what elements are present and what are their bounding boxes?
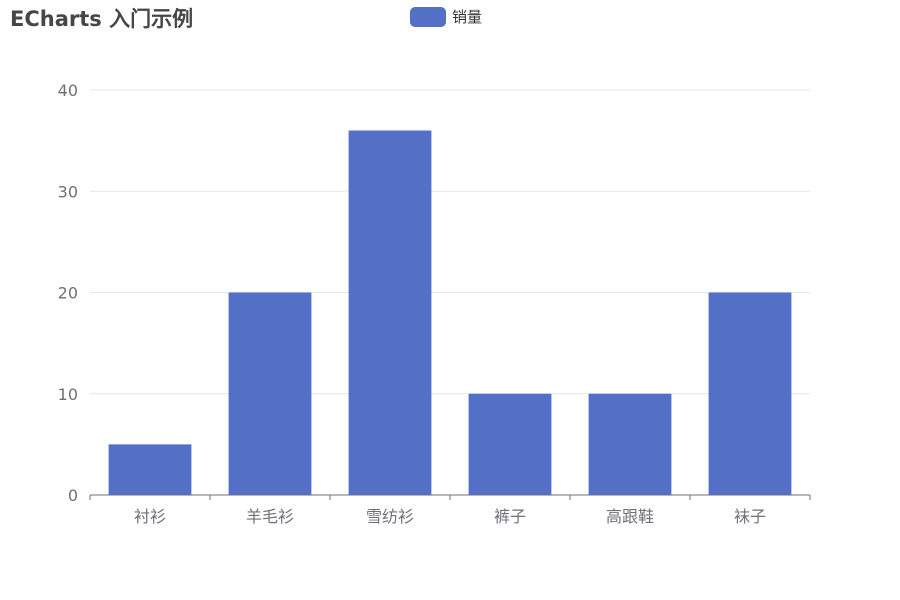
bar[interactable] bbox=[228, 292, 312, 496]
x-tick-label: 袜子 bbox=[734, 507, 766, 526]
legend-item-sales[interactable]: 销量 bbox=[410, 6, 482, 27]
y-tick-label: 40 bbox=[58, 81, 78, 100]
y-tick-label: 10 bbox=[58, 385, 78, 404]
grid-lines bbox=[90, 89, 810, 395]
legend-label: 销量 bbox=[452, 8, 483, 26]
x-axis bbox=[89, 494, 811, 500]
x-tick-label: 裤子 bbox=[494, 507, 526, 526]
bars bbox=[108, 130, 792, 496]
x-tick-label: 衬衫 bbox=[134, 507, 166, 526]
y-tick-label: 30 bbox=[58, 182, 78, 201]
chart-title: ECharts 入门示例 bbox=[10, 7, 194, 31]
bar[interactable] bbox=[468, 393, 552, 495]
x-tick-label: 羊毛衫 bbox=[246, 507, 294, 526]
y-tick-label: 0 bbox=[68, 486, 78, 505]
legend-swatch bbox=[410, 6, 446, 27]
bar[interactable] bbox=[588, 393, 672, 495]
x-tick-label: 高跟鞋 bbox=[606, 507, 654, 526]
x-axis-tick-labels: 衬衫 羊毛衫 雪纺衫 裤子 高跟鞋 袜子 bbox=[134, 507, 766, 526]
x-tick-label: 雪纺衫 bbox=[366, 507, 414, 526]
y-tick-label: 20 bbox=[58, 284, 78, 303]
y-axis-tick-labels: 0 10 20 30 40 bbox=[58, 81, 78, 505]
bar[interactable] bbox=[108, 444, 192, 495]
bar[interactable] bbox=[708, 292, 792, 496]
bar[interactable] bbox=[348, 130, 432, 496]
